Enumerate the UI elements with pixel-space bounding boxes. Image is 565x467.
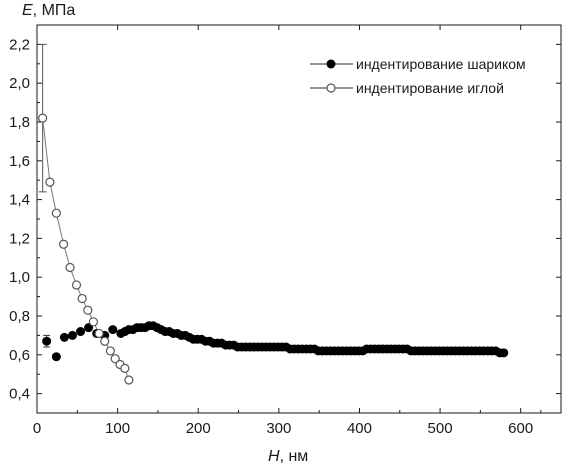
- x-tick-label: 600: [508, 420, 533, 437]
- needle-point: [83, 305, 93, 315]
- x-axis-title: H, нм: [268, 448, 308, 465]
- needle-point: [105, 346, 115, 356]
- ball-point: [76, 327, 86, 337]
- needle-point: [65, 262, 75, 273]
- ball-point: [51, 352, 61, 362]
- ball-point: [59, 332, 69, 342]
- y-tick-label: 0,8: [9, 308, 30, 325]
- legend-item-ball: индентирование шариком: [310, 56, 526, 72]
- ball-point: [84, 323, 94, 333]
- needle-point: [77, 293, 87, 304]
- y-tick-label: 2,2: [9, 36, 30, 53]
- needle-point: [88, 317, 99, 327]
- ball-point: [499, 348, 509, 358]
- x-tick-label: 0: [33, 420, 41, 437]
- legend-label-ball: индентирование шариком: [356, 56, 526, 72]
- y-tick-label: 1,2: [9, 230, 30, 247]
- legend-label-needle: индентирование иглой: [356, 80, 504, 96]
- y-tick-label: 1,8: [9, 114, 30, 131]
- y-tick-label: 0,4: [9, 386, 30, 403]
- y-tick-label: 0,6: [9, 347, 30, 364]
- x-tick-label: 500: [428, 420, 453, 437]
- needle-point: [94, 328, 104, 339]
- needle-point: [45, 177, 55, 187]
- needle-point: [38, 113, 48, 123]
- legend-marker-needle: [326, 83, 336, 93]
- needle-point: [71, 280, 82, 290]
- series-layer: [38, 43, 509, 385]
- needle-point: [120, 363, 130, 373]
- y-tick-label: 2,0: [9, 75, 30, 92]
- x-tick-label: 200: [186, 420, 211, 437]
- needle-point: [110, 354, 120, 364]
- x-tick-label: 100: [105, 420, 130, 437]
- x-tick-label: 400: [347, 420, 372, 437]
- ball-point: [108, 325, 118, 335]
- legend: индентирование шариком индентирование иг…: [310, 56, 526, 96]
- needle-point: [59, 239, 69, 249]
- y-tick-label: 1,0: [9, 269, 30, 286]
- y-ticks: 0,4 0,6 0,8 1,0 1,2 1,4 1,6 1,8 2,0 2,2: [9, 24, 561, 414]
- legend-marker-ball: [326, 59, 336, 69]
- ball-point: [67, 330, 77, 340]
- needle-series-line: [42, 118, 130, 381]
- needle-point: [100, 336, 110, 346]
- legend-item-needle: индентирование иглой: [310, 80, 504, 96]
- y-tick-label: 1,6: [9, 153, 30, 170]
- ball-point: [42, 336, 52, 346]
- needle-point: [124, 375, 134, 385]
- needle-point: [51, 208, 61, 218]
- y-axis-title: E, МПа: [22, 2, 75, 19]
- x-tick-label: 300: [266, 420, 291, 437]
- y-tick-label: 1,4: [9, 192, 30, 209]
- x-ticks: 0 100 200 300 400 500 600: [33, 25, 542, 437]
